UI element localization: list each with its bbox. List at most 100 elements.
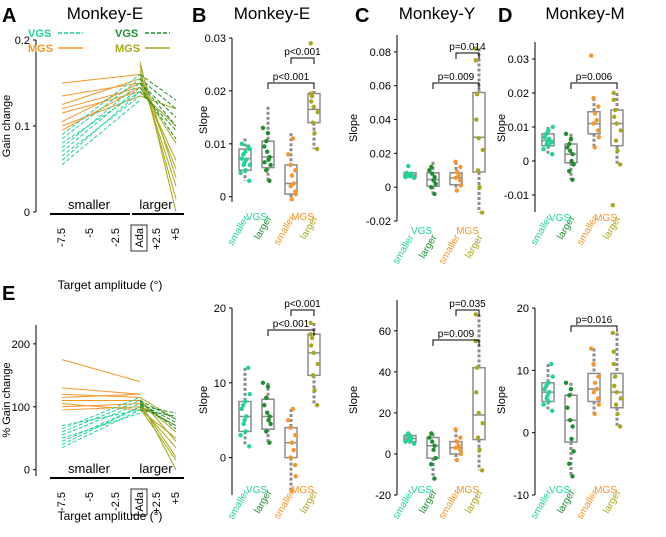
data-point [617, 162, 623, 167]
series-line-mgs-smaller [61, 403, 141, 408]
x-tick-label: -2.5 [110, 228, 122, 247]
y-tick-label: 0 [24, 207, 30, 219]
data-point [596, 396, 601, 401]
data-point [594, 386, 599, 392]
data-point [264, 410, 270, 415]
series-line-mgs-smaller [61, 78, 141, 105]
y-tick-label: -0.01 [504, 190, 529, 202]
y-tick-label: 0.03 [205, 33, 226, 45]
data-point [247, 178, 252, 184]
y-tick-label: 0.2 [15, 35, 30, 47]
y-tick-label: -20 [375, 490, 391, 502]
data-point [458, 178, 463, 183]
data-point [612, 383, 617, 389]
data-point [473, 46, 478, 51]
data-point [565, 405, 570, 410]
data-point [432, 191, 437, 197]
data-point [615, 148, 620, 153]
x-tick-label: +2.5 [151, 492, 163, 514]
y-tick-label: -0.02 [366, 216, 391, 228]
data-point [567, 148, 573, 153]
y-tick-label: 0 [220, 192, 226, 204]
data-point [570, 474, 575, 479]
data-point [570, 177, 575, 182]
series-line-vgs-smaller [61, 412, 141, 439]
series-line-vgs-larger [139, 400, 177, 420]
data-point [567, 393, 572, 398]
data-point [262, 403, 267, 408]
data-point [611, 361, 616, 367]
p-value-label: p=0.006 [576, 72, 613, 83]
data-point [264, 149, 270, 154]
y-tick-label: 0 [523, 156, 529, 168]
data-point [265, 384, 271, 389]
data-point [474, 117, 479, 122]
data-point [289, 197, 294, 202]
series-line-vgs-larger [139, 82, 177, 127]
data-point [267, 178, 272, 184]
y-axis-label: Slope [496, 386, 508, 414]
data-point [314, 403, 320, 408]
data-point [591, 95, 596, 101]
data-point [610, 203, 616, 208]
data-point [611, 349, 616, 354]
data-point [617, 424, 623, 429]
y-tick-label: 0.04 [370, 115, 391, 127]
box-iqr [610, 372, 624, 409]
data-point [453, 159, 458, 165]
p-value-label: p<0.001 [273, 319, 310, 330]
y-tick-label: 0 [220, 453, 226, 465]
data-point [238, 432, 243, 438]
series-line-mgs-larger [139, 409, 177, 439]
y-tick-label: 20 [517, 303, 529, 315]
series-line-mgs-smaller [61, 86, 141, 110]
data-point [614, 121, 619, 126]
data-point [429, 431, 434, 436]
data-point [308, 41, 313, 46]
data-point [243, 429, 248, 434]
data-point [544, 131, 549, 136]
data-point [568, 386, 574, 392]
series-line-vgs-smaller [61, 91, 141, 144]
data-point [241, 421, 246, 427]
data-point [239, 156, 244, 161]
significance-bracket [290, 309, 315, 316]
box-iqr [587, 372, 601, 403]
significance-bracket [267, 329, 315, 336]
data-point [262, 144, 267, 149]
data-point [544, 141, 549, 147]
panel-title: Monkey-Y [399, 4, 476, 23]
task-label-mgs: MGS [594, 485, 617, 496]
x-category-label: smaller [391, 232, 417, 266]
task-label-mgs: MGS [594, 213, 617, 224]
data-point [264, 168, 269, 173]
data-point [546, 128, 551, 133]
series-line-vgs-larger [139, 73, 177, 101]
panel-letter-E: E [2, 283, 15, 305]
series-line-vgs-larger [139, 91, 177, 131]
data-point [477, 447, 482, 453]
y-tick-label: -10 [513, 490, 529, 502]
x-tick-label: -5 [84, 492, 96, 502]
data-point [612, 114, 617, 120]
data-point [429, 462, 434, 467]
series-line-vgs-smaller [61, 95, 141, 157]
data-point [289, 440, 295, 445]
data-point [309, 343, 314, 348]
significance-bracket [290, 57, 315, 64]
p-value-label: p=0.016 [576, 315, 613, 326]
legend-label: VGS [28, 28, 51, 40]
data-point [285, 152, 291, 157]
group-label-larger: larger [139, 461, 173, 476]
data-point [239, 406, 244, 412]
p-value-label: p<0.001 [284, 47, 321, 58]
legend-label: MGS [115, 43, 140, 55]
data-point [260, 380, 266, 385]
data-point [312, 131, 317, 136]
panel-letters: A B C D E [2, 5, 512, 305]
data-point [403, 439, 408, 444]
y-tick-label: 40 [379, 367, 391, 379]
panel-a: Monkey-E Gain change 0 0.1 0.2 smaller larger -… [1, 4, 184, 292]
data-point [315, 109, 320, 115]
data-point [454, 457, 459, 463]
